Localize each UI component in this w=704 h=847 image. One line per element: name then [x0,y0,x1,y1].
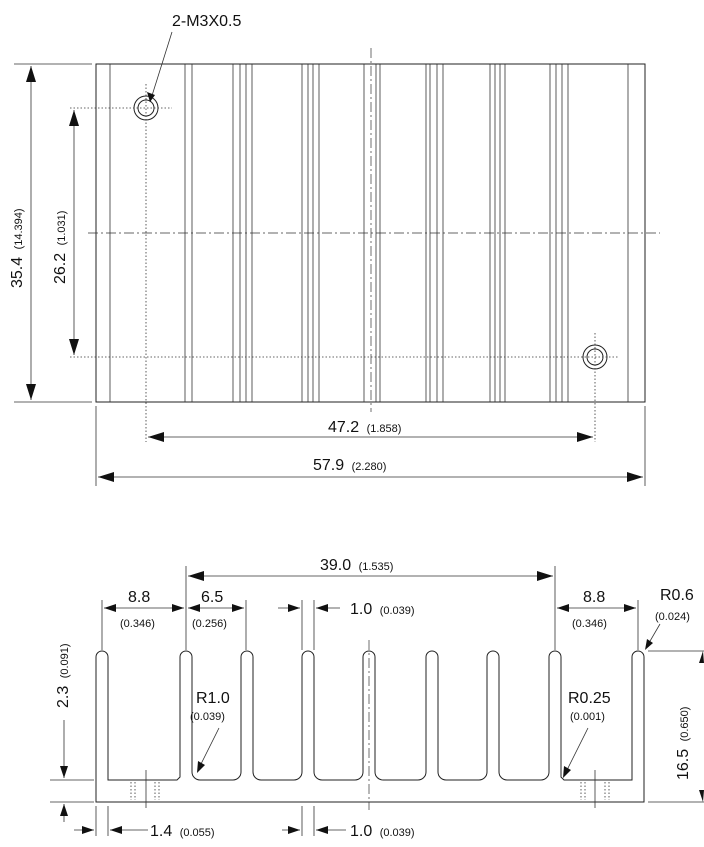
hole-spacing-horizontal-mm: 47.2 [328,419,359,436]
hidden-tapped-holes [130,782,610,800]
right-margin-in: (0.346) [572,618,607,630]
hole-callout-label: 2-M3X0.5 [172,13,241,30]
corner-radius-in: (0.001) [570,711,605,723]
hole-extension-lines [70,84,618,442]
fin-thickness-top-mm: 1.0 [350,601,372,618]
outer-wall-mm: 1.4 [150,823,172,840]
svg-text:26.2 (1.031): 26.2 (1.031) [52,211,69,284]
fin-pitch-in: (0.256) [192,618,227,630]
fin-thickness-bottom-mm: 1.0 [350,823,372,840]
hole-callout-leader [147,31,173,103]
svg-text:16.5 (0.650): 16.5 (0.650) [675,707,692,780]
svg-text:35.4 (14.394): 35.4 (14.394) [9,208,26,288]
root-radius-callout: R1.0 (0.039) [190,690,230,773]
dimension-fin-thickness-top: 1.0 (0.039) [278,601,415,618]
tip-radius-in: (0.024) [655,611,690,623]
heatsink-profile [95,650,645,803]
dimension-hole-spacing-vertical: 26.2 (1.031) [52,110,79,355]
fin-thickness-bottom-in: (0.039) [380,827,415,839]
left-margin-in: (0.346) [120,618,155,630]
fin-span-in: (1.535) [359,561,394,573]
dimension-left-margin: 8.8 (0.346) [104,589,184,630]
fin-height-in: (0.650) [679,707,691,742]
tip-radius-mm: R0.6 [660,587,694,604]
svg-text:1.0 (0.039): 1.0 (0.039) [350,823,415,840]
dimension-fin-height: 16.5 (0.650) [648,650,704,803]
corner-radius-callout: R0.25 (0.001) [563,690,611,778]
svg-text:47.2 (1.858): 47.2 (1.858) [328,419,401,436]
overall-width-mm: 57.9 [313,457,344,474]
fin-thickness-top-in: (0.039) [380,605,415,617]
hole-spacing-vertical-in: (1.031) [56,211,68,246]
svg-text:1.0 (0.039): 1.0 (0.039) [350,601,415,618]
corner-radius-mm: R0.25 [568,690,611,707]
root-radius-mm: R1.0 [196,690,230,707]
overall-width-in: (2.280) [352,461,387,473]
svg-text:57.9 (2.280): 57.9 (2.280) [313,457,386,474]
tip-radius-callout: R0.6 (0.024) [645,587,694,650]
svg-text:2.3 (0.091): 2.3 (0.091) [55,643,72,708]
hole-spacing-horizontal-in: (1.858) [367,423,402,435]
outer-wall-in: (0.055) [180,827,215,839]
dimension-overall-width: 57.9 (2.280) [98,457,643,482]
svg-text:1.4 (0.055): 1.4 (0.055) [150,823,215,840]
root-radius-in: (0.039) [190,711,225,723]
hole-spacing-vertical-mm: 26.2 [52,253,69,284]
base-thickness-in: (0.091) [59,643,71,678]
left-margin-mm: 8.8 [128,589,150,606]
top-view: 2-M3X0.5 35.4 (14.394) 26.2 (1.031) [9,13,660,486]
svg-text:39.0 (1.535): 39.0 (1.535) [320,557,393,574]
right-margin-mm: 8.8 [583,589,605,606]
dimension-overall-height: 35.4 (14.394) [9,66,36,400]
fin-pitch-mm: 6.5 [201,589,223,606]
dimension-fin-pitch: 6.5 (0.256) [188,589,244,630]
fin-height-mm: 16.5 [675,749,692,780]
fin-span-mm: 39.0 [320,557,351,574]
dimension-outer-wall: 1.4 (0.055) [74,823,215,840]
dimension-fin-thickness-bottom: 1.0 (0.039) [282,823,415,840]
base-thickness-mm: 2.3 [55,686,72,708]
overall-height-mm: 35.4 [9,257,26,288]
overall-height-in: (14.394) [13,208,25,249]
dimension-hole-spacing-horizontal: 47.2 (1.858) [148,419,593,442]
dimension-base-thickness: 2.3 (0.091) [50,643,94,822]
dimension-fin-span: 39.0 (1.535) [188,557,553,581]
dimension-right-margin: 8.8 (0.346) [557,589,636,630]
side-view: 39.0 (1.535) 8.8 (0.346) 6.5 (0.256) [50,557,704,840]
